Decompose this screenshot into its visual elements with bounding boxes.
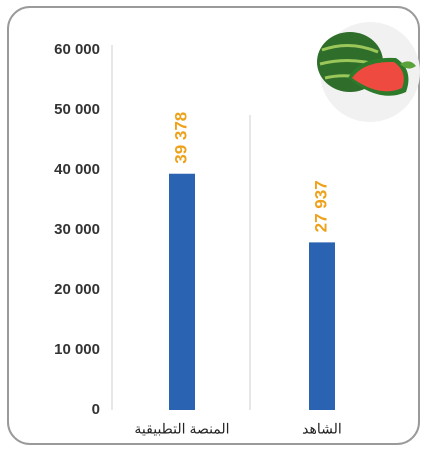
y-tick-label: 10 000 <box>54 341 100 358</box>
y-tick-label: 30 000 <box>54 221 100 238</box>
bar <box>309 242 335 410</box>
y-tick-label: 20 000 <box>54 281 100 298</box>
bar <box>169 173 195 410</box>
value-label: 39 378 <box>171 112 190 164</box>
y-tick-label: 0 <box>92 401 100 418</box>
value-label: 27 937 <box>311 180 330 232</box>
y-tick-label: 40 000 <box>54 161 100 178</box>
x-tick-label: المنصة التطبيقية <box>134 421 229 437</box>
x-tick-label: الشاهد <box>302 421 342 437</box>
watermelon-icon <box>317 22 420 122</box>
y-tick-label: 50 000 <box>54 101 100 118</box>
y-tick-label: 60 000 <box>54 41 100 58</box>
